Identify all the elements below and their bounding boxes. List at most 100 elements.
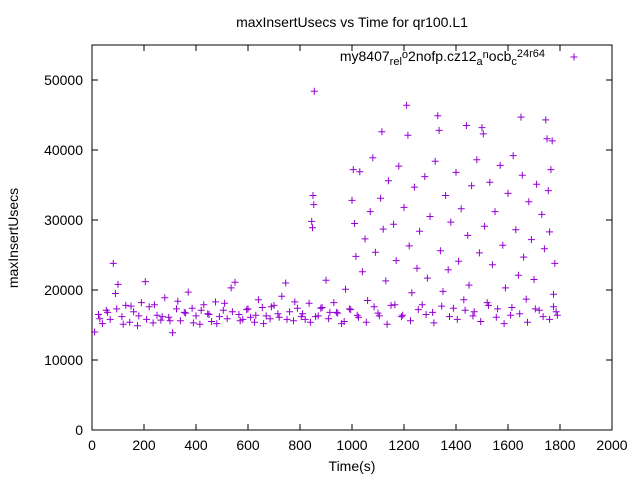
data-point	[533, 180, 541, 188]
data-point	[137, 299, 145, 307]
data-point	[460, 296, 468, 304]
data-point	[485, 301, 492, 309]
data-point	[305, 299, 313, 307]
data-point	[332, 308, 340, 316]
data-point	[213, 320, 221, 328]
data-point	[364, 297, 372, 304]
data-point	[293, 304, 301, 312]
data-point	[525, 198, 533, 206]
data-point	[188, 304, 196, 312]
data-point	[546, 315, 554, 323]
data-point	[111, 290, 119, 297]
data-point	[274, 310, 282, 318]
data-point	[452, 168, 460, 176]
data-point	[235, 311, 243, 318]
data-point	[369, 154, 377, 162]
data-point	[442, 192, 450, 199]
data-point	[109, 259, 117, 267]
data-point	[378, 128, 386, 136]
data-point	[247, 313, 255, 321]
data-point	[347, 306, 355, 314]
data-point	[267, 303, 275, 311]
data-point	[509, 152, 517, 160]
data-point	[377, 194, 385, 202]
data-point	[504, 189, 512, 197]
data-point	[208, 318, 216, 325]
legend-text-part: 24r64	[517, 48, 545, 60]
data-point	[426, 213, 434, 220]
data-point	[197, 306, 205, 314]
data-point	[387, 301, 395, 309]
data-point	[544, 187, 552, 195]
data-point	[479, 130, 487, 138]
data-point	[491, 208, 499, 216]
data-point	[196, 320, 204, 328]
data-point	[421, 173, 429, 181]
data-point	[127, 302, 135, 310]
data-point	[91, 328, 99, 336]
data-point	[104, 308, 112, 316]
data-point	[391, 301, 399, 309]
data-point	[308, 217, 316, 225]
data-point	[340, 318, 348, 325]
legend-text-part: ocb	[489, 48, 512, 64]
data-point	[492, 313, 500, 321]
data-point	[539, 313, 547, 321]
data-point	[306, 318, 314, 326]
legend-text-part: c	[511, 56, 517, 68]
data-point	[431, 157, 439, 165]
data-point	[436, 247, 444, 255]
data-point	[435, 126, 443, 134]
data-point	[547, 166, 555, 174]
data-point	[447, 218, 455, 226]
data-point	[551, 259, 559, 267]
data-point	[309, 192, 317, 199]
data-point	[310, 87, 318, 95]
data-point	[384, 177, 392, 185]
data-point	[538, 210, 546, 218]
data-point	[543, 135, 551, 143]
data-point	[379, 225, 387, 233]
legend-text-part: o	[402, 49, 408, 61]
legend-text-part: a	[477, 56, 484, 68]
data-point	[375, 312, 383, 320]
data-point	[291, 298, 299, 306]
data-point	[192, 312, 200, 320]
data-point	[422, 311, 430, 318]
data-point	[215, 313, 223, 321]
data-point	[403, 101, 411, 109]
data-point	[494, 305, 502, 313]
data-point	[516, 310, 524, 318]
y-tick-label: 40000	[44, 142, 83, 158]
x-tick-label: 0	[88, 437, 96, 453]
data-point	[439, 287, 447, 295]
x-tick-label: 400	[184, 437, 208, 453]
data-point	[182, 309, 190, 317]
data-point	[488, 261, 496, 269]
data-point	[550, 290, 557, 298]
legend: my8407relo2nofp.cz12anocbc24r64	[340, 48, 578, 68]
data-point	[228, 308, 236, 316]
data-point	[283, 315, 291, 323]
data-point	[200, 301, 208, 309]
data-point	[457, 205, 465, 213]
data-point	[325, 315, 333, 323]
data-point	[308, 224, 316, 232]
data-point	[522, 295, 530, 303]
data-point	[158, 313, 166, 321]
data-point	[122, 301, 130, 309]
data-point	[540, 245, 548, 253]
data-point	[290, 317, 297, 325]
y-axis: 0 10000 20000 30000 40000 50000	[44, 72, 612, 438]
data-point	[153, 311, 161, 319]
data-point	[465, 281, 473, 289]
data-point	[362, 318, 370, 326]
data-point	[330, 299, 338, 307]
data-point	[517, 113, 525, 121]
data-point	[169, 329, 177, 337]
data-point	[126, 318, 134, 326]
data-point	[518, 171, 526, 179]
legend-text-part: n	[483, 49, 489, 61]
data-point	[349, 166, 357, 174]
data-point	[184, 288, 192, 296]
